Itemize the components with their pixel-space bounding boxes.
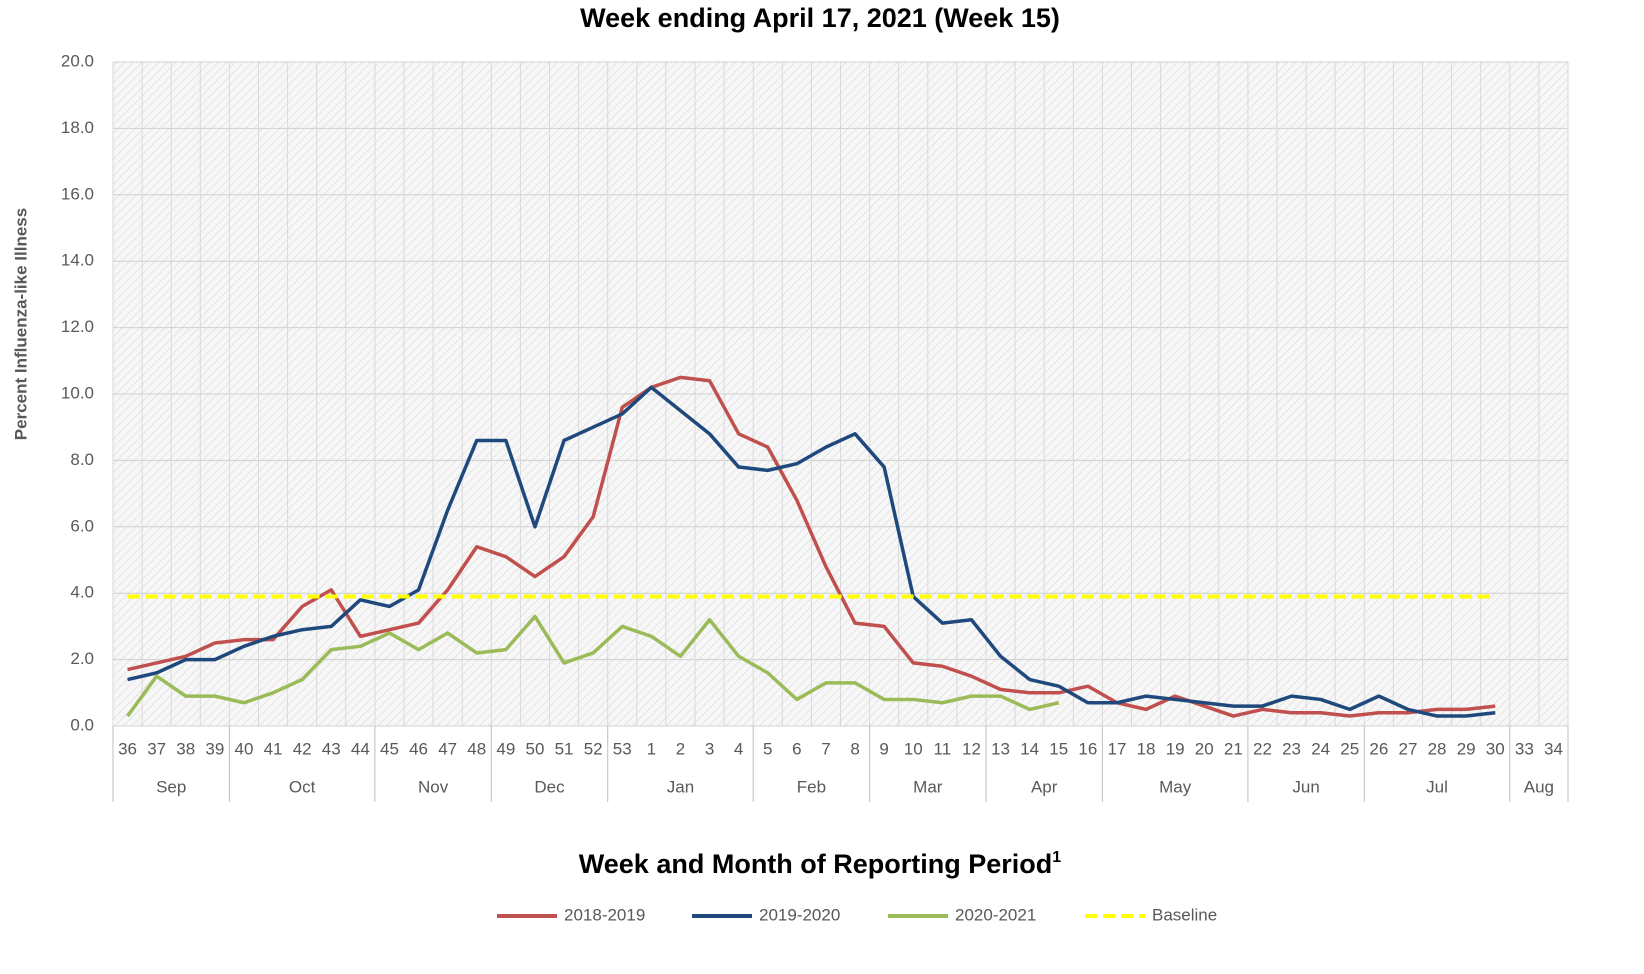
x-tick-label: 7 (821, 739, 830, 758)
x-tick-label: 33 (1515, 739, 1534, 758)
x-tick-label: 46 (409, 739, 428, 758)
month-label: Aug (1524, 777, 1554, 796)
month-label: Oct (289, 777, 316, 796)
x-axis-title: Week and Month of Reporting Period1 (579, 849, 1062, 879)
x-tick-label: 3 (705, 739, 714, 758)
x-tick-label: 23 (1282, 739, 1301, 758)
x-tick-label: 41 (264, 739, 283, 758)
chart-title: Week ending April 17, 2021 (Week 15) (580, 3, 1060, 33)
y-tick-label: 2.0 (70, 649, 94, 668)
x-tick-label: 10 (904, 739, 923, 758)
month-label: Apr (1031, 777, 1058, 796)
y-tick-label: 10.0 (61, 383, 94, 402)
x-tick-label: 20 (1195, 739, 1214, 758)
legend-label: Baseline (1152, 905, 1217, 924)
x-tick-label: 11 (934, 739, 952, 758)
x-tick-label: 13 (991, 739, 1010, 758)
x-tick-label: 25 (1340, 739, 1359, 758)
x-tick-label: 12 (962, 739, 981, 758)
x-tick-label: 42 (293, 739, 312, 758)
x-tick-label: 5 (763, 739, 772, 758)
series-line (127, 375, 1496, 718)
y-tick-label: 18.0 (61, 118, 94, 137)
month-label: May (1159, 777, 1192, 796)
x-tick-label: 18 (1137, 739, 1156, 758)
x-tick-label: 14 (1020, 739, 1039, 758)
x-tick-label: 47 (438, 739, 457, 758)
month-label: Jun (1292, 777, 1319, 796)
y-tick-label: 14.0 (61, 251, 94, 270)
x-tick-label: 17 (1107, 739, 1126, 758)
x-tick-label: 52 (584, 739, 603, 758)
x-tick-label: 15 (1049, 739, 1068, 758)
legend-label: 2019-2020 (759, 905, 840, 924)
x-tick-label: 39 (205, 739, 224, 758)
month-label: Jan (667, 777, 694, 796)
x-tick-label: 45 (380, 739, 399, 758)
x-tick-label: 19 (1166, 739, 1185, 758)
x-tick-label: 27 (1398, 739, 1417, 758)
y-tick-label: 20.0 (61, 51, 94, 70)
x-tick-label: 29 (1457, 739, 1476, 758)
month-label: Dec (534, 777, 565, 796)
month-label: Mar (913, 777, 943, 796)
x-tick-label: 26 (1369, 739, 1388, 758)
x-tick-label: 49 (496, 739, 515, 758)
month-label: Sep (156, 777, 186, 796)
month-label: Nov (418, 777, 449, 796)
y-tick-label: 16.0 (61, 184, 94, 203)
x-tick-label: 43 (322, 739, 341, 758)
x-tick-label: 51 (555, 739, 574, 758)
x-tick-label: 53 (613, 739, 632, 758)
x-tick-label: 44 (351, 739, 370, 758)
x-tick-label: 28 (1428, 739, 1447, 758)
y-axis-title: Percent Influenza-like Illness (11, 208, 30, 440)
x-tick-label: 4 (734, 739, 743, 758)
y-tick-label: 0.0 (70, 715, 94, 734)
x-tick-label: 34 (1544, 739, 1563, 758)
y-tick-label: 6.0 (70, 516, 94, 535)
x-tick-label: 8 (850, 739, 859, 758)
x-tick-label: 48 (467, 739, 486, 758)
series-line (127, 385, 1496, 718)
legend-label: 2020-2021 (955, 905, 1036, 924)
x-tick-label: 9 (879, 739, 888, 758)
x-tick-label: 1 (647, 739, 656, 758)
month-label: Jul (1426, 777, 1448, 796)
x-tick-label: 38 (176, 739, 195, 758)
x-tick-label: 16 (1078, 739, 1097, 758)
x-tick-label: 37 (147, 739, 166, 758)
x-tick-label: 6 (792, 739, 801, 758)
y-tick-label: 4.0 (70, 583, 94, 602)
legend-label: 2018-2019 (564, 905, 645, 924)
x-tick-label: 24 (1311, 739, 1330, 758)
x-tick-label: 2 (676, 739, 685, 758)
y-tick-label: 8.0 (70, 450, 94, 469)
month-label: Feb (797, 777, 826, 796)
x-tick-label: 22 (1253, 739, 1272, 758)
x-tick-label: 30 (1486, 739, 1505, 758)
x-tick-label: 40 (234, 739, 253, 758)
series-line (126, 614, 1060, 718)
x-tick-label: 50 (525, 739, 544, 758)
x-tick-label: 36 (118, 739, 137, 758)
x-tick-label: 21 (1224, 739, 1243, 758)
y-tick-label: 12.0 (61, 317, 94, 336)
